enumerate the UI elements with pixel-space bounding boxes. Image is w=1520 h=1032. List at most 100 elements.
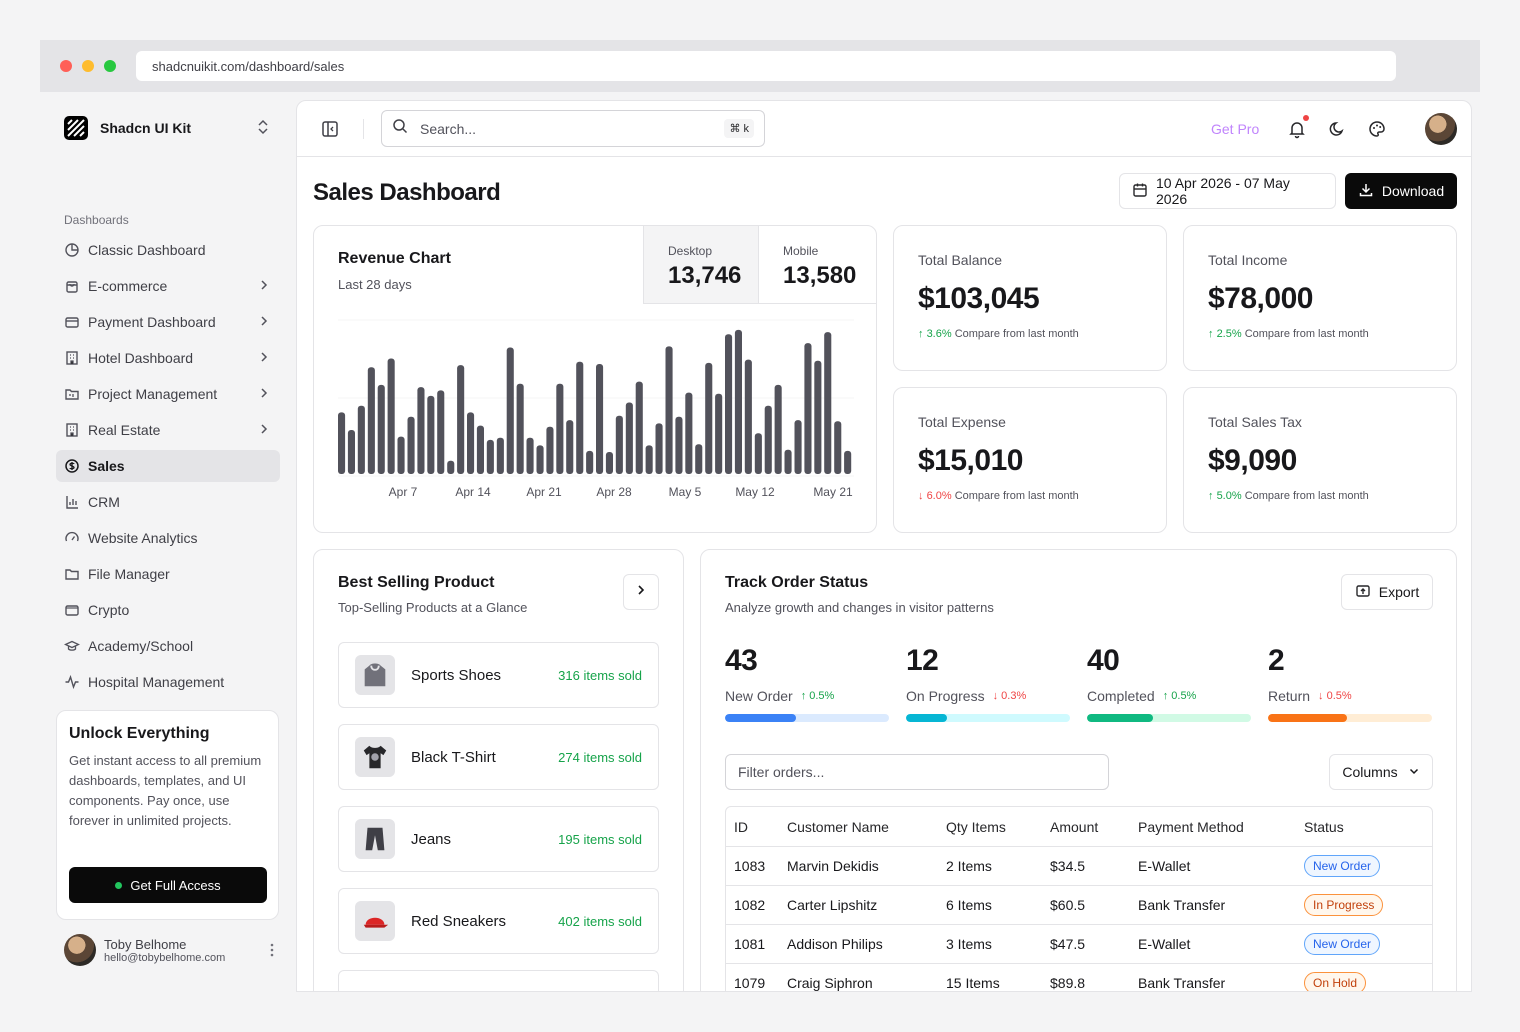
chart-bar[interactable]	[685, 392, 693, 474]
tab-mobile[interactable]: Mobile 13,580	[758, 226, 876, 304]
chart-bar[interactable]	[615, 415, 623, 474]
chart-bar[interactable]	[347, 430, 355, 474]
column-header[interactable]: Customer Name	[787, 818, 889, 835]
sidebar-item-hotel-dashboard[interactable]: Hotel Dashboard	[56, 342, 280, 374]
tab-desktop[interactable]: Desktop 13,746	[643, 226, 758, 304]
sidebar-item-website-analytics[interactable]: Website Analytics	[56, 522, 280, 554]
chart-bar[interactable]	[526, 437, 534, 474]
chart-bar[interactable]	[754, 433, 762, 474]
sidebar-item-academy-school[interactable]: Academy/School	[56, 630, 280, 662]
chart-bar[interactable]	[437, 390, 445, 474]
chart-bar[interactable]	[784, 449, 792, 474]
chart-bar[interactable]	[744, 359, 752, 474]
chart-bar[interactable]	[367, 367, 375, 474]
table-row[interactable]: 1083 Marvin Dekidis 2 Items $34.5 E-Wallet Ne…	[726, 847, 1432, 886]
minimize-window-dot[interactable]	[82, 60, 94, 72]
search-input[interactable]: Search... ⌘ k	[381, 110, 765, 147]
sidebar-item-crm[interactable]: CRM	[56, 486, 280, 518]
chart-bar[interactable]	[814, 360, 822, 474]
chart-bar[interactable]	[506, 347, 514, 475]
chart-bar[interactable]	[645, 445, 653, 474]
chart-bar[interactable]	[536, 445, 544, 474]
columns-dropdown[interactable]: Columns	[1329, 754, 1433, 790]
bell-icon[interactable]	[1287, 119, 1307, 139]
sidebar-item-hospital-management[interactable]: Hospital Management	[56, 666, 280, 698]
chart-bar[interactable]	[556, 383, 564, 474]
product-item[interactable]: Jeans 195 items sold	[338, 806, 659, 872]
brand[interactable]: Shadcn UI Kit	[64, 116, 191, 140]
chart-bar[interactable]	[715, 393, 723, 474]
sidebar-item-classic-dashboard[interactable]: Classic Dashboard	[56, 234, 280, 266]
chart-bar[interactable]	[725, 334, 733, 474]
table-row[interactable]: 1079 Craig Siphron 15 Items $89.8 Bank Trans…	[726, 964, 1432, 991]
chart-bar[interactable]	[655, 423, 663, 474]
export-button[interactable]: Export	[1341, 574, 1433, 610]
chart-bar[interactable]	[476, 425, 484, 474]
chart-bar[interactable]	[397, 436, 405, 474]
chart-bar[interactable]	[546, 426, 554, 474]
chart-bar[interactable]	[705, 362, 713, 474]
chart-bar[interactable]	[605, 452, 613, 474]
table-row[interactable]: 1081 Addison Philips 3 Items $47.5 E-Wallet N…	[726, 925, 1432, 964]
chart-bar[interactable]	[596, 364, 604, 474]
chart-bar[interactable]	[457, 365, 465, 474]
column-header[interactable]: Status	[1304, 818, 1344, 835]
chart-bar[interactable]	[824, 332, 832, 474]
view-all-button[interactable]	[623, 574, 659, 610]
chart-bar[interactable]	[377, 384, 385, 474]
download-button[interactable]: Download	[1345, 173, 1457, 209]
chart-bar[interactable]	[635, 381, 643, 474]
product-item[interactable]: Red Sneakers 402 items sold	[338, 888, 659, 954]
address-bar[interactable]: shadcnuikit.com/dashboard/sales	[136, 51, 1396, 81]
chart-bar[interactable]	[834, 421, 842, 474]
column-header[interactable]: Qty Items	[946, 818, 1006, 835]
more-vertical-icon[interactable]	[270, 942, 274, 961]
chart-bar[interactable]	[496, 437, 504, 474]
table-row[interactable]: 1082 Carter Lipshitz 6 Items $60.5 Bank Tran…	[726, 886, 1432, 925]
chart-bar[interactable]	[794, 420, 802, 474]
chart-bar[interactable]	[407, 416, 415, 474]
sidebar-item-payment-dashboard[interactable]: Payment Dashboard	[56, 306, 280, 338]
user-menu[interactable]: Toby Belhome hello@tobybelhome.com	[64, 934, 274, 966]
palette-icon[interactable]	[1367, 119, 1387, 139]
sidebar-item-project-management[interactable]: Project Management	[56, 378, 280, 410]
column-header[interactable]: ID	[734, 818, 748, 835]
chart-bar[interactable]	[417, 387, 425, 474]
chart-bar[interactable]	[625, 402, 633, 475]
chart-bar[interactable]	[804, 343, 812, 474]
chart-bar[interactable]	[566, 420, 574, 474]
moon-icon[interactable]	[1327, 119, 1347, 139]
maximize-window-dot[interactable]	[104, 60, 116, 72]
chart-bar[interactable]	[357, 405, 365, 474]
get-full-access-button[interactable]: Get Full Access	[69, 867, 267, 903]
sidebar-item-file-manager[interactable]: File Manager	[56, 558, 280, 590]
column-header[interactable]: Payment Method	[1138, 818, 1244, 835]
sidebar-item-real-estate[interactable]: Real Estate	[56, 414, 280, 446]
chart-bar[interactable]	[467, 412, 475, 474]
chart-bar[interactable]	[774, 384, 782, 474]
sidebar-item-sales[interactable]: Sales	[56, 450, 280, 482]
column-header[interactable]: Amount	[1050, 818, 1099, 835]
chart-bar[interactable]	[387, 358, 395, 475]
product-item[interactable]: Sports Shoes 316 items sold	[338, 642, 659, 708]
chart-bar[interactable]	[516, 383, 524, 474]
chart-bar[interactable]	[734, 329, 742, 474]
chart-bar[interactable]	[338, 412, 346, 474]
chart-bar[interactable]	[675, 416, 683, 474]
panel-left-icon[interactable]	[321, 120, 339, 138]
product-item[interactable]	[338, 970, 659, 991]
chevrons-up-down-icon[interactable]	[256, 119, 270, 138]
chart-bar[interactable]	[586, 450, 594, 474]
chart-bar[interactable]	[576, 361, 584, 474]
chart-bar[interactable]	[695, 444, 703, 474]
product-item[interactable]: Black T-Shirt 274 items sold	[338, 724, 659, 790]
close-window-dot[interactable]	[60, 60, 72, 72]
chart-bar[interactable]	[764, 405, 772, 474]
sidebar-item-crypto[interactable]: Crypto	[56, 594, 280, 626]
date-range-picker[interactable]: 10 Apr 2026 - 07 May 2026	[1119, 173, 1336, 209]
get-pro-link[interactable]: Get Pro	[1211, 121, 1260, 137]
chart-bar[interactable]	[427, 395, 435, 474]
chart-bar[interactable]	[486, 439, 494, 474]
filter-orders-input[interactable]: Filter orders...	[725, 754, 1109, 790]
profile-avatar[interactable]	[1425, 113, 1457, 145]
